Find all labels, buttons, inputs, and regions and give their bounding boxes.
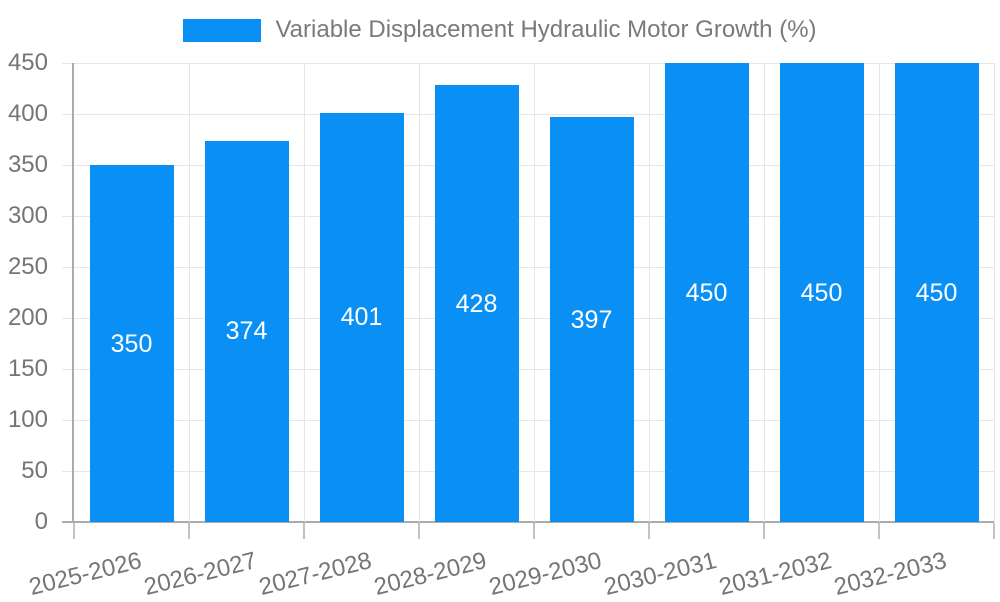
x-axis-tick-mark [648, 523, 650, 539]
x-axis-tick-label: 2031-2032 [716, 547, 835, 601]
y-axis-tick-label: 150 [7, 355, 48, 382]
bar-value-label: 450 [685, 278, 728, 307]
x-axis-tick-label: 2025-2026 [26, 547, 145, 601]
bar-2028-2029[interactable] [434, 85, 519, 522]
x-axis-tick-mark [418, 523, 420, 539]
horizontal-gridline [62, 216, 994, 217]
vertical-gridline [764, 63, 765, 522]
y-axis-tick-label: 250 [7, 253, 48, 280]
bar-2031-2032[interactable] [779, 63, 864, 522]
x-axis-tick-mark [188, 523, 190, 539]
bar-value-label: 397 [570, 305, 613, 334]
bar-2026-2027[interactable] [204, 140, 289, 522]
vertical-gridline [189, 63, 190, 522]
y-axis-tick-label: 300 [7, 202, 48, 229]
y-axis-tick-label: 0 [34, 508, 48, 535]
y-axis-tick-label: 100 [7, 406, 48, 433]
bar-2025-2026[interactable] [89, 165, 174, 522]
horizontal-gridline [62, 471, 994, 472]
bar-2030-2031[interactable] [664, 63, 749, 522]
x-axis-tick-mark [878, 523, 880, 539]
legend-swatch [183, 18, 262, 42]
x-axis-tick-label: 2026-2027 [141, 547, 260, 601]
horizontal-gridline [62, 369, 994, 370]
horizontal-gridline [62, 318, 994, 319]
y-axis-tick-label: 400 [7, 100, 48, 127]
vertical-gridline [994, 63, 995, 522]
bar-value-label: 401 [340, 303, 383, 332]
bar-value-label: 374 [225, 317, 268, 346]
horizontal-gridline [62, 63, 994, 64]
legend-label: Variable Displacement Hydraulic Motor Gr… [275, 16, 817, 43]
horizontal-gridline [62, 114, 994, 115]
legend-item[interactable]: Variable Displacement Hydraulic Motor Gr… [0, 16, 1000, 44]
vertical-gridline [879, 63, 880, 522]
x-axis-tick-mark [303, 523, 305, 539]
x-axis-tick-label: 2028-2029 [371, 547, 490, 601]
y-axis-tick-label: 200 [7, 304, 48, 331]
bar-value-label: 450 [800, 278, 843, 307]
bar-2027-2028[interactable] [319, 112, 404, 522]
bar-value-label: 428 [455, 289, 498, 318]
horizontal-gridline [62, 165, 994, 166]
y-axis-tick-label: 350 [7, 151, 48, 178]
x-axis-tick-mark [993, 523, 995, 539]
vertical-gridline [419, 63, 420, 522]
vertical-gridline [534, 63, 535, 522]
bar-value-label: 450 [915, 278, 958, 307]
x-axis-tick-label: 2030-2031 [601, 547, 720, 601]
y-axis-tick-label: 50 [21, 457, 48, 484]
x-axis-tick-mark [73, 523, 75, 539]
vertical-gridline [649, 63, 650, 522]
y-axis-line [72, 63, 74, 522]
x-axis-tick-mark [763, 523, 765, 539]
horizontal-gridline [62, 267, 994, 268]
x-axis-line [62, 521, 994, 523]
bar-2032-2033[interactable] [894, 63, 979, 522]
x-axis-tick-label: 2027-2028 [256, 547, 375, 601]
bar-2029-2030[interactable] [549, 117, 634, 522]
x-axis-tick-label: 2029-2030 [486, 547, 605, 601]
x-axis-tick-label: 2032-2033 [831, 547, 950, 601]
vertical-gridline [304, 63, 305, 522]
y-axis-tick-label: 450 [7, 49, 48, 76]
bar-value-label: 350 [110, 329, 153, 358]
x-axis-tick-mark [533, 523, 535, 539]
horizontal-gridline [62, 420, 994, 421]
